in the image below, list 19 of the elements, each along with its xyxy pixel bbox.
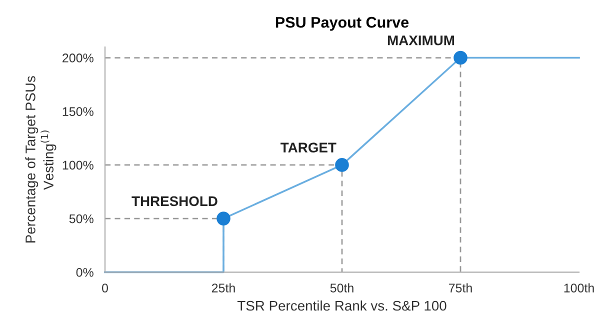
chart-title: PSU Payout Curve xyxy=(276,16,409,31)
annotation: TARGET xyxy=(280,142,336,152)
y-tick-label: 0% xyxy=(76,268,94,277)
x-tick-label: 100th xyxy=(564,283,594,292)
x-tick-label: 75th xyxy=(448,283,472,292)
point xyxy=(216,212,230,226)
point xyxy=(335,158,349,172)
annotation: THRESHOLD xyxy=(132,196,218,206)
y-tick-label: 100% xyxy=(62,160,94,170)
y-axis-title: Percentage of Target PSUs Vesting$^{(1)}$ xyxy=(25,76,56,242)
annotation: MAXIMUM xyxy=(388,36,454,46)
x-axis-title: TSR Percentile Rank vs. S&P 100 xyxy=(237,300,446,311)
x-tick-label: 0 xyxy=(102,284,108,292)
x-tick-label: 50th xyxy=(330,283,354,292)
point xyxy=(454,50,468,65)
y-tick-label: 150% xyxy=(62,107,94,116)
x-tick-label: 25th xyxy=(212,283,235,292)
y-tick-label: 50% xyxy=(69,214,94,224)
y-tick-label: 200% xyxy=(62,54,94,62)
